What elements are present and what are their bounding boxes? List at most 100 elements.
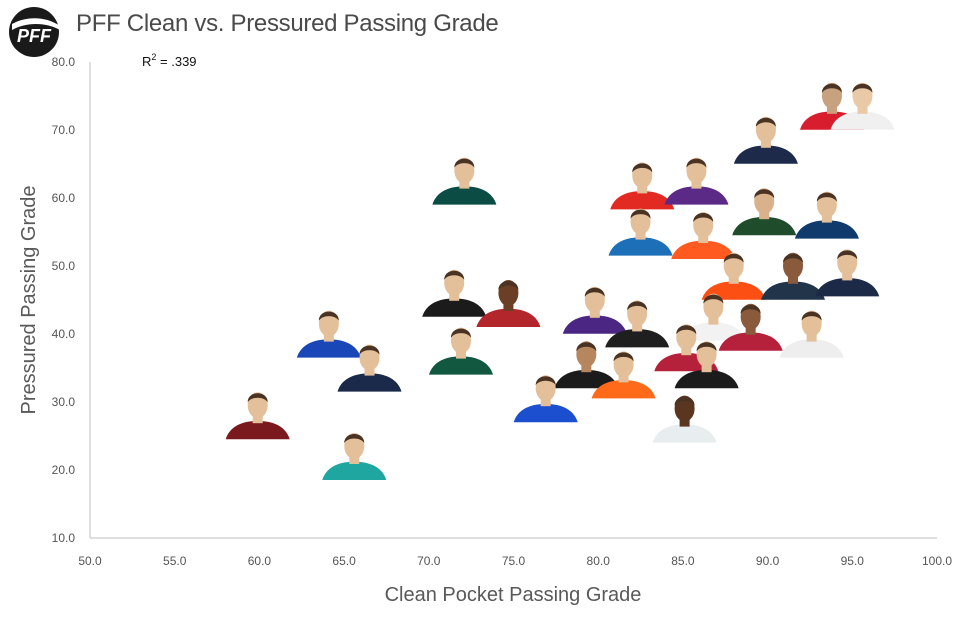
player-headshot-point: [674, 341, 739, 389]
jersey-shape: [422, 298, 487, 317]
neck-shape: [821, 214, 832, 223]
neck-shape: [581, 364, 592, 373]
player-headshot-point: [732, 188, 797, 236]
hair-shape: [696, 342, 717, 352]
head-shape: [627, 300, 648, 327]
x-tick-label: 95.0: [841, 554, 865, 568]
neck-shape: [857, 105, 868, 114]
y-tick-label: 10.0: [52, 531, 76, 545]
player-headshot-point: [605, 300, 670, 348]
hair-shape: [676, 325, 697, 335]
hair-shape: [674, 396, 695, 406]
player-headshot-point: [830, 82, 895, 130]
head-shape: [630, 208, 651, 235]
hair-shape: [801, 311, 822, 321]
head-shape: [535, 375, 556, 402]
head-shape: [837, 249, 858, 276]
player-headshot-point: [428, 327, 493, 375]
player-headshot-point: [681, 293, 746, 341]
jersey-shape: [476, 309, 541, 327]
y-tick-label: 50.0: [52, 259, 76, 273]
neck-shape: [679, 418, 690, 427]
pff-logo: PFF: [6, 4, 62, 60]
jersey-shape: [652, 424, 717, 443]
hair-shape: [686, 158, 707, 168]
neck-shape: [252, 415, 263, 424]
head-shape: [755, 116, 776, 143]
player-headshot-point: [610, 162, 675, 210]
player-headshot-point: [779, 310, 844, 358]
head-shape: [801, 310, 822, 337]
jersey-shape: [681, 322, 746, 341]
jersey-shape: [608, 237, 673, 256]
jersey-shape: [671, 241, 736, 259]
y-tick-label: 20.0: [52, 463, 76, 477]
x-tick-label: 75.0: [502, 554, 526, 568]
hair-shape: [632, 163, 653, 173]
head-shape: [613, 351, 634, 378]
head-shape: [450, 327, 471, 354]
player-headshot-point: [794, 191, 859, 239]
y-tick-label: 80.0: [52, 55, 76, 69]
head-shape: [444, 269, 465, 296]
head-shape: [632, 162, 653, 189]
y-axis-label: Pressured Passing Grade: [18, 185, 40, 414]
x-tick-label: 90.0: [756, 554, 780, 568]
jersey-shape: [732, 217, 797, 236]
hair-shape: [584, 287, 605, 297]
hair-shape: [535, 376, 556, 386]
head-shape: [576, 341, 597, 368]
hair-shape: [755, 117, 776, 127]
neck-shape: [632, 323, 643, 332]
neck-shape: [760, 139, 771, 148]
player-headshot-point: [733, 116, 798, 164]
jersey-shape: [718, 332, 783, 351]
data-points: [225, 82, 895, 480]
player-headshot-point: [591, 351, 656, 399]
hair-shape: [576, 342, 597, 352]
hair-shape: [821, 83, 842, 93]
hair-shape: [852, 83, 873, 93]
player-headshot-point: [608, 208, 673, 256]
hair-shape: [837, 250, 858, 260]
head-shape: [674, 395, 695, 422]
player-headshot-point: [432, 157, 497, 205]
hair-shape: [703, 294, 724, 304]
head-shape: [703, 293, 724, 320]
hair-shape: [723, 253, 744, 263]
neck-shape: [618, 374, 629, 383]
hair-shape: [247, 393, 268, 403]
hair-shape: [740, 304, 761, 314]
hair-shape: [613, 352, 634, 362]
jersey-shape: [296, 339, 361, 358]
hair-shape: [630, 209, 651, 219]
jersey-shape: [605, 329, 670, 348]
neck-shape: [842, 272, 853, 281]
neck-shape: [503, 303, 514, 311]
player-headshot-point: [718, 303, 783, 351]
jersey-shape: [815, 278, 880, 297]
neck-shape: [728, 275, 739, 284]
x-tick-label: 65.0: [332, 554, 356, 568]
hair-shape: [693, 213, 714, 222]
jersey-shape: [761, 281, 826, 300]
head-shape: [454, 157, 475, 184]
head-shape: [584, 286, 605, 313]
hair-shape: [318, 311, 339, 321]
y-tick-label: 30.0: [52, 395, 76, 409]
hair-shape: [454, 158, 475, 168]
hair-shape: [783, 253, 804, 263]
head-shape: [723, 252, 744, 279]
head-shape: [821, 82, 842, 109]
jersey-shape: [554, 370, 619, 389]
neck-shape: [637, 185, 648, 194]
axes: 50.0 55.0 60.0 65.0 70.0 75.0 80.0 85.0 90.0 95.0…: [52, 55, 953, 568]
player-headshot-point: [701, 252, 766, 300]
neck-shape: [745, 326, 756, 335]
neck-shape: [589, 309, 600, 318]
hair-shape: [444, 270, 465, 280]
neck-shape: [708, 316, 719, 325]
player-headshot-point: [422, 269, 487, 317]
jersey-shape: [337, 373, 402, 392]
